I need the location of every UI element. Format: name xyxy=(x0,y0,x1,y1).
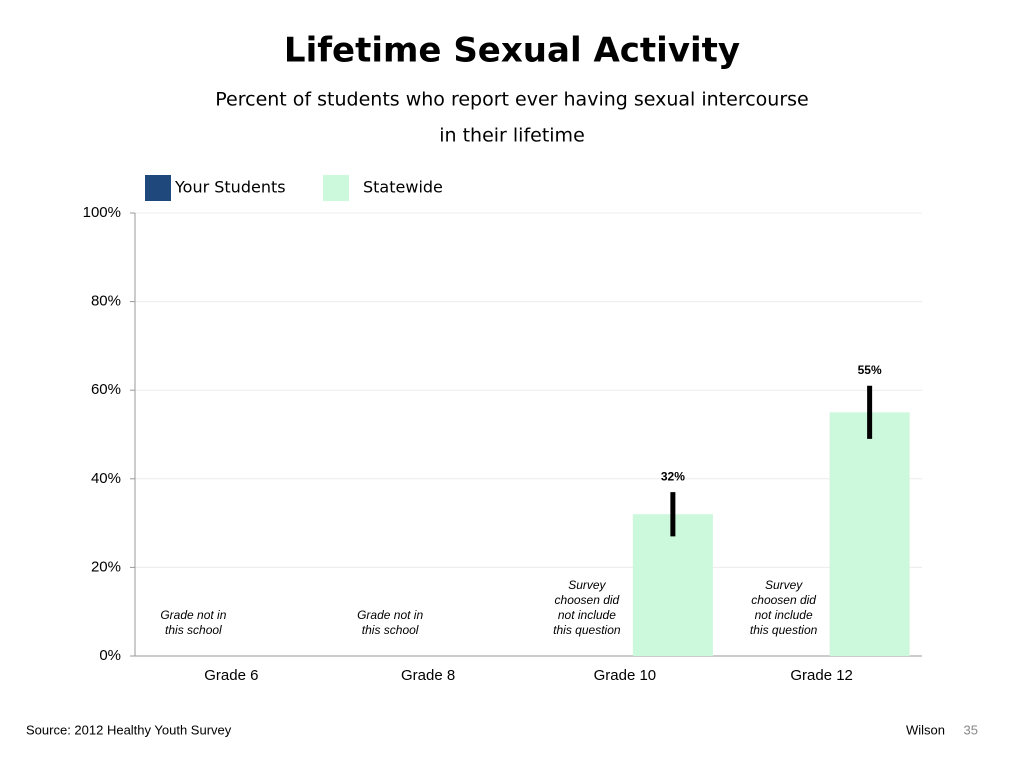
value-label: 32% xyxy=(661,469,685,483)
chart-title: Lifetime Sexual Activity xyxy=(284,31,740,71)
chart-subtitle: Percent of students who report ever havi… xyxy=(215,89,808,111)
note: this school xyxy=(362,623,419,637)
note: not include xyxy=(558,608,616,622)
y-tick-label: 20% xyxy=(91,558,121,575)
legend-label: Your Students xyxy=(174,178,286,197)
note: Grade not in xyxy=(357,608,423,622)
legend-swatch xyxy=(323,175,349,201)
bar xyxy=(632,514,713,656)
note: choosen did xyxy=(555,593,620,607)
bar xyxy=(829,412,910,656)
legend-label: Statewide xyxy=(363,178,443,197)
chart-subtitle: in their lifetime xyxy=(439,125,585,147)
note: Grade not in xyxy=(160,608,226,622)
x-tick-label: Grade 10 xyxy=(594,667,657,684)
y-tick-label: 60% xyxy=(91,381,121,398)
x-tick-label: Grade 6 xyxy=(204,667,258,684)
note: this question xyxy=(750,623,818,637)
x-tick-label: Grade 8 xyxy=(401,667,455,684)
note: Survey xyxy=(568,578,606,592)
y-tick-label: 100% xyxy=(83,204,121,221)
note: this school xyxy=(165,623,222,637)
x-tick-label: Grade 12 xyxy=(790,667,853,684)
y-tick-label: 0% xyxy=(99,647,121,664)
source: Source: 2012 Healthy Youth Survey xyxy=(26,722,232,737)
y-tick-label: 80% xyxy=(91,293,121,310)
note: not include xyxy=(755,608,813,622)
page-number: 35 xyxy=(964,722,978,737)
y-tick-label: 40% xyxy=(91,470,121,487)
value-label: 55% xyxy=(858,363,882,377)
note: this question xyxy=(553,623,621,637)
legend-swatch xyxy=(145,175,171,201)
author: Wilson xyxy=(906,722,945,737)
note: Survey xyxy=(765,578,803,592)
note: choosen did xyxy=(751,593,816,607)
